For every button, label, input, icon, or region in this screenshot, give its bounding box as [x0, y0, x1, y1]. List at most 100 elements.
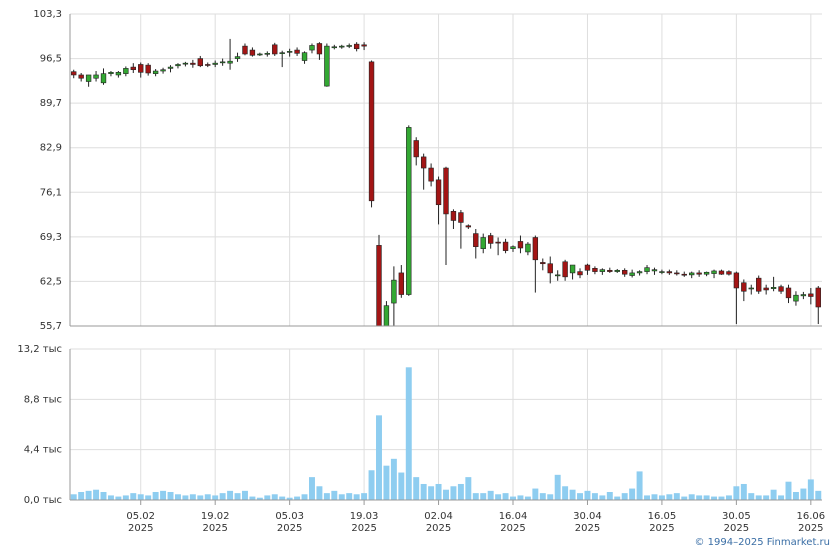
- volume-bar: [666, 494, 673, 500]
- candle-body: [249, 49, 256, 56]
- volume-bar: [778, 495, 785, 500]
- volume-bar: [606, 491, 613, 500]
- candle-body: [443, 167, 449, 215]
- candle-body: [406, 127, 412, 295]
- x-tick-label: 05.03: [275, 511, 304, 522]
- candle-body: [212, 62, 218, 65]
- x-tick-label: 16.05: [648, 511, 677, 522]
- volume-bar: [428, 486, 435, 500]
- candle-body: [227, 60, 233, 64]
- candle-body: [689, 272, 695, 276]
- x-tick-label: 16.06: [797, 511, 826, 522]
- volume-bar: [271, 494, 278, 500]
- x-tick-label: 02.04: [424, 511, 453, 522]
- candle-body: [473, 233, 479, 247]
- candle-body: [309, 45, 315, 51]
- y-tick-label: 0,0 тыс: [24, 495, 62, 506]
- volume-bar: [435, 483, 442, 500]
- candle-body: [785, 287, 792, 299]
- volume-bar: [130, 493, 137, 500]
- candle-body: [376, 245, 382, 326]
- y-tick-label: 55,7: [40, 321, 62, 332]
- volume-bar: [204, 494, 211, 500]
- candle-body: [435, 179, 442, 206]
- candle-body: [353, 43, 360, 50]
- candle-body: [242, 45, 248, 55]
- volume-bar: [264, 495, 271, 500]
- volume-bar: [309, 477, 315, 500]
- volume-bar: [256, 497, 263, 500]
- volume-bar: [174, 494, 181, 500]
- volume-bar: [93, 489, 100, 500]
- candle-body: [525, 243, 531, 253]
- candle-body: [145, 64, 151, 74]
- volume-bar: [487, 490, 494, 500]
- candle-body: [793, 294, 799, 302]
- candle-body: [599, 269, 606, 272]
- volume-bar: [323, 493, 330, 500]
- candle-body: [584, 264, 591, 271]
- volume-bar: [85, 490, 92, 500]
- x-tick-label-year: 2025: [575, 523, 600, 534]
- candle-body: [592, 268, 598, 272]
- volume-bar: [532, 488, 539, 500]
- candle-body: [100, 73, 107, 84]
- candle-body: [480, 237, 486, 249]
- volume-bar: [212, 495, 219, 500]
- volume-bar: [658, 495, 665, 500]
- volume-marks: [70, 367, 822, 500]
- volume-bar: [182, 495, 189, 500]
- candle-body: [286, 51, 293, 53]
- volume-bar: [115, 496, 122, 500]
- candle-body: [339, 45, 345, 48]
- candle-body: [175, 64, 181, 67]
- candle-body: [71, 71, 77, 76]
- candle-body: [607, 269, 613, 272]
- candle-body: [510, 246, 516, 249]
- x-tick-label-year: 2025: [649, 523, 674, 534]
- candle-body: [644, 267, 650, 272]
- volume-bar: [227, 490, 234, 500]
- candle-body: [614, 269, 620, 272]
- candle-body: [711, 270, 717, 274]
- candle-body: [517, 241, 524, 249]
- candle-body: [495, 241, 501, 244]
- volume-bar: [703, 495, 710, 500]
- candle-body: [130, 66, 136, 71]
- volume-bar: [554, 474, 561, 500]
- volume-bar: [450, 486, 457, 500]
- volume-bar: [718, 496, 725, 500]
- candle-body: [748, 287, 754, 290]
- candle-body: [465, 225, 472, 228]
- x-tick-label-year: 2025: [724, 523, 749, 534]
- volume-bar: [688, 494, 695, 500]
- candle-body: [681, 273, 687, 276]
- candle-body: [324, 45, 330, 87]
- volume-bar: [696, 495, 703, 500]
- candle-body: [666, 271, 673, 274]
- candle-body: [138, 64, 144, 73]
- volume-bar: [539, 493, 546, 500]
- volume-bar: [740, 483, 747, 500]
- candle-body: [741, 282, 747, 292]
- y-tick-label: 13,2 тыс: [17, 344, 62, 355]
- volume-bar: [621, 493, 628, 500]
- candle-body: [808, 293, 814, 297]
- candle-body: [703, 271, 710, 275]
- candle-body: [770, 287, 777, 289]
- volume-bar: [770, 489, 777, 500]
- candle-body: [152, 70, 159, 74]
- volume-bar: [785, 481, 792, 500]
- candle-body: [234, 56, 241, 59]
- volume-bar: [331, 490, 338, 500]
- volume-bar: [107, 495, 114, 500]
- candle-body: [540, 262, 546, 265]
- volume-bar: [420, 483, 427, 500]
- volume-bar: [137, 494, 144, 500]
- candle-body: [108, 72, 114, 74]
- candle-body: [78, 74, 84, 79]
- candle-body: [257, 53, 263, 56]
- volume-bar: [748, 493, 755, 500]
- volume-bar: [383, 465, 390, 500]
- volume-bar: [584, 490, 591, 500]
